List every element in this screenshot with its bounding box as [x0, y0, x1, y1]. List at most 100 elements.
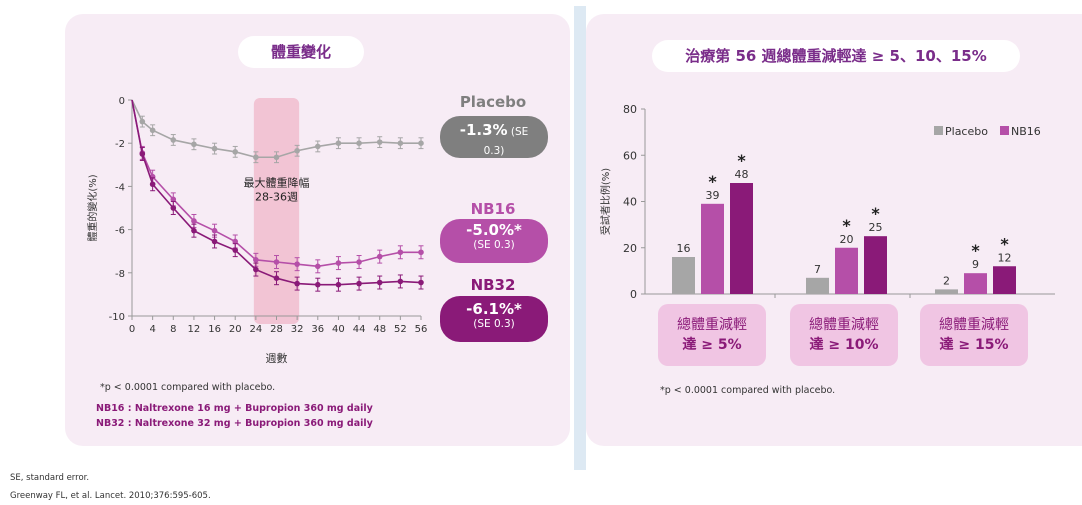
data-point-placebo [418, 140, 424, 146]
x-tick-label: 0 [129, 324, 135, 335]
nb32-dose-note: NB32 : Naltrexone 32 mg + Bupropion 360 … [96, 418, 373, 429]
significance-star: * [842, 216, 851, 235]
right-footnote: *p < 0.0001 compared with placebo. [660, 385, 836, 396]
series-line-nb32 [131, 99, 422, 286]
data-point-placebo [253, 154, 259, 161]
data-point-nb32 [232, 247, 239, 253]
bar-value-label: 9 [972, 258, 979, 271]
bar-placebo-0 [672, 257, 695, 294]
legend-placebo-name: Placebo [459, 93, 527, 111]
legend-nb16-se: (SE 0.3) [473, 239, 515, 251]
bar-y-tick-label: 20 [623, 242, 637, 255]
bar-value-label: 2 [943, 274, 950, 287]
highlight-annotation-line1: 最大體重降幅 [244, 175, 310, 189]
significance-star: * [871, 204, 880, 223]
data-point-nb16 [273, 259, 280, 265]
data-point-nb16 [376, 253, 383, 260]
x-tick-label: 40 [332, 324, 345, 335]
data-point-nb32 [273, 275, 280, 281]
category-label-15pct: 總體重減輕 達 ≥ 15% [920, 304, 1028, 366]
data-point-placebo [273, 154, 280, 161]
y-tick-label: -4 [115, 182, 125, 193]
x-tick-label: 8 [170, 324, 176, 335]
legend-nb16-label: NB16 [1011, 125, 1041, 138]
x-tick-label: 20 [229, 324, 242, 335]
data-point-nb16 [232, 238, 239, 245]
data-point-nb32 [170, 205, 177, 211]
data-point-nb16 [294, 261, 300, 267]
legend-placebo-swatch [934, 126, 943, 135]
legend-placebo-value: -1.3% [459, 121, 508, 139]
x-tick-label: 36 [311, 324, 324, 335]
data-point-nb32 [191, 227, 197, 234]
legend-nb16-swatch [1000, 126, 1009, 135]
x-tick-label: 56 [415, 324, 428, 335]
bar-nb16-1 [835, 247, 858, 294]
bar-y-tick-label: 60 [623, 149, 637, 162]
legend-placebo-se: (SE [507, 126, 529, 138]
x-tick-label: 4 [149, 324, 155, 335]
data-point-placebo [294, 147, 300, 154]
bar-value-label: 20 [840, 233, 854, 246]
data-point-nb16 [335, 260, 342, 266]
data-point-nb32 [418, 279, 424, 286]
significance-star: * [1000, 234, 1009, 253]
data-point-placebo [397, 140, 404, 146]
significance-star: * [737, 151, 746, 170]
data-point-nb16 [191, 218, 197, 224]
weight-change-line-chart: 0-2-4-6-8-100 4 8 12 16 20 24 28 32 36 40 44 48 52 56 … [86, 96, 428, 365]
x-tick-label: 24 [249, 324, 262, 335]
bar-nb16-2 [964, 273, 987, 294]
responder-title: 治療第 56 週總體重減輕達 ≥ 5、10、15% [652, 40, 1020, 72]
bar-y-axis-label: 受試者比例(%) [599, 168, 612, 235]
category-label-5pct: 總體重減輕 達 ≥ 5% [658, 304, 766, 366]
data-point-nb32 [294, 280, 300, 287]
x-tick-label: 48 [373, 324, 386, 335]
data-point-nb16 [211, 227, 218, 234]
bar-placebo-1 [806, 277, 829, 294]
legend-nb32-name: NB32 [470, 276, 516, 294]
category-label-10pct: 總體重減輕 達 ≥ 10% [790, 304, 898, 366]
data-point-nb16 [397, 249, 404, 256]
legend-nb16-value: -5.0%* [466, 221, 522, 239]
x-tick-label: 16 [208, 324, 221, 335]
bar-y-tick-label: 40 [623, 196, 637, 209]
data-point-placebo [211, 145, 218, 152]
bar-value-label: 39 [706, 189, 720, 202]
legend-placebo-se-line2: 0.3) [483, 145, 505, 157]
data-point-nb16 [170, 196, 177, 203]
highlight-annotation-line2: 28-36週 [255, 190, 298, 203]
data-point-placebo [149, 127, 156, 134]
bar-y-tick-label: 0 [630, 288, 637, 301]
legend-nb32-se: (SE 0.3) [473, 318, 515, 330]
bar-nb32-2 [993, 266, 1016, 294]
data-point-placebo [356, 140, 362, 146]
max-reduction-highlight [253, 98, 300, 324]
significance-star: * [708, 172, 717, 191]
data-point-nb16 [356, 259, 362, 265]
data-point-placebo [139, 118, 146, 125]
category-5pct-line1: 總體重減輕 [677, 317, 747, 333]
y-tick-label: -6 [115, 226, 125, 237]
bar-value-label: 48 [735, 168, 749, 181]
data-point-nb32 [253, 266, 259, 273]
x-tick-label: 12 [188, 324, 201, 335]
data-point-nb32 [139, 151, 146, 157]
x-tick-label: 32 [291, 324, 304, 335]
significance-star: * [971, 241, 980, 260]
bar-y-tick-label: 80 [623, 103, 637, 116]
category-5pct-line2: 達 ≥ 5% [682, 337, 742, 353]
weight-change-title: 體重變化 [238, 36, 364, 68]
data-point-nb32 [211, 238, 218, 245]
data-point-nb16 [314, 263, 321, 270]
category-10pct-line1: 總體重減輕 [809, 317, 879, 333]
category-15pct-line2: 達 ≥ 15% [939, 337, 1009, 353]
data-point-placebo [170, 137, 177, 143]
data-point-placebo [376, 139, 383, 145]
series-line-placebo [131, 99, 421, 159]
category-10pct-line2: 達 ≥ 10% [809, 337, 879, 353]
y-axis-label: 體重的變化(%) [86, 174, 99, 241]
data-point-placebo [232, 149, 239, 155]
data-point-nb32 [376, 279, 383, 286]
